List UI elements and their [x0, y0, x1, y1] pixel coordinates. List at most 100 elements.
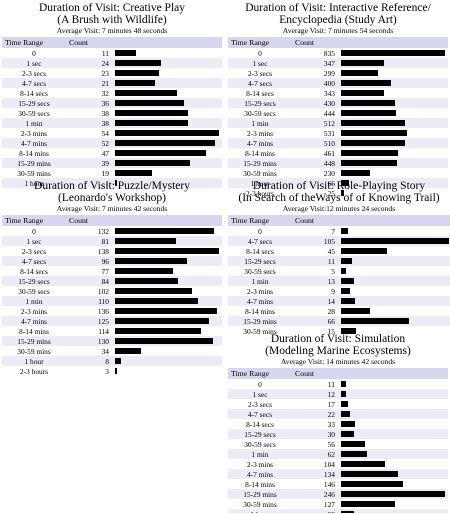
bar-cell — [112, 108, 222, 118]
count-value: 510 — [292, 138, 338, 148]
count-value: 127 — [323, 499, 335, 509]
time-range-label: 8-14 secs — [20, 88, 48, 98]
table-row: 1 hour 8 — [2, 356, 222, 366]
time-range-label: 2-3 secs — [21, 68, 46, 78]
time-range-label: 15-29 secs — [2, 98, 66, 108]
bar — [341, 50, 445, 56]
bar-cell — [338, 439, 448, 449]
bar-cell — [338, 379, 448, 389]
count-value: 11 — [101, 48, 109, 58]
bar — [115, 328, 201, 334]
bar — [341, 431, 354, 437]
bar-cell — [112, 128, 222, 138]
count-value: 9 — [331, 286, 335, 296]
count-value: 56 — [327, 439, 335, 449]
distribution-table: Time Range Count 0 132 1 sec 81 2-3 secs 138 4… — [2, 215, 222, 376]
bar-cell — [112, 98, 222, 108]
bar — [341, 461, 385, 467]
bar — [115, 140, 215, 146]
bar-cell — [112, 316, 222, 326]
count-value: 66 — [292, 178, 338, 188]
count-value: 84 — [66, 276, 112, 286]
time-range-label: 0 — [32, 226, 36, 236]
time-range-label: 15-29 secs — [228, 98, 292, 108]
bar-cell — [112, 78, 222, 88]
chart-subtitle: (Leonardo's Workshop) — [58, 192, 166, 204]
table-row: 1 min 38 — [2, 118, 222, 128]
table-row: 1 min 62 — [228, 449, 448, 459]
bar — [115, 160, 190, 166]
bar — [341, 278, 354, 284]
table-row: 1 sec 24 — [2, 58, 222, 68]
time-range-header: Time Range — [2, 215, 66, 226]
bar — [115, 268, 173, 274]
table-row: 1 hour 1 — [2, 178, 222, 188]
count-header: Count — [292, 368, 448, 379]
table-row: 2-3 mins 104 — [228, 459, 448, 469]
bar — [115, 80, 155, 86]
bar-cell — [338, 399, 448, 409]
bar — [341, 328, 356, 334]
count-value: 12 — [292, 389, 338, 399]
chart-subtitle: (In Search of theWays of of Knowing Trai… — [238, 192, 440, 204]
bar — [341, 170, 370, 176]
bar — [341, 451, 367, 457]
count-value: 444 — [323, 108, 335, 118]
table-row: 30-59 mins 15 — [228, 326, 450, 336]
time-range-label: 2-3 mins — [246, 286, 274, 296]
count-value: 25 — [327, 188, 335, 198]
table-row: 1 min 13 — [228, 276, 450, 286]
time-range-label: 4-7 secs — [2, 78, 66, 88]
time-range-label: 1 sec — [228, 58, 292, 68]
table-header: Time Range Count — [2, 215, 222, 226]
count-header: Count — [292, 37, 448, 48]
time-range-label: 2-3 secs — [247, 68, 272, 78]
table-row: 0 132 — [2, 226, 222, 236]
table-row: 2-3 hours 3 — [2, 366, 222, 376]
bar — [341, 90, 384, 96]
bar — [341, 441, 365, 447]
time-range-label: 2-3 secs — [21, 246, 46, 256]
count-value: 130 — [66, 336, 112, 346]
table-row: 4-7 mins 52 — [2, 138, 222, 148]
time-range-label: 30-59 mins — [243, 168, 277, 178]
table-row: 30-59 secs 5 — [228, 266, 450, 276]
table-row: 4-7 mins 14 — [228, 296, 450, 306]
chart-title: Duration of Visit: Role-Playing Story — [252, 180, 426, 192]
count-value: 32 — [101, 88, 109, 98]
count-value: 246 — [292, 489, 338, 499]
table-row: 1 sec 12 — [228, 389, 448, 399]
table-row: 2-3 secs 138 — [2, 246, 222, 256]
count-value: 77 — [101, 266, 109, 276]
count-value: 11 — [327, 379, 335, 389]
time-range-label: 0 — [32, 48, 36, 58]
bar — [341, 228, 348, 234]
count-value: 28 — [327, 306, 335, 316]
chart-subtitle: Encyclopedia (Study Art) — [279, 14, 397, 26]
count-value: 125 — [66, 316, 112, 326]
table-header: Time Range Count — [228, 215, 450, 226]
bar — [341, 288, 350, 294]
count-value: 23 — [101, 68, 109, 78]
table-row: 4-7 mins 134 — [228, 469, 448, 479]
bar-cell — [338, 449, 448, 459]
table-row: 15-29 secs 84 — [2, 276, 222, 286]
bar-cell — [338, 138, 448, 148]
table-row: 30-59 secs 38 — [2, 108, 222, 118]
bar-cell — [112, 48, 222, 58]
bar-cell — [338, 509, 448, 513]
count-value: 104 — [323, 459, 335, 469]
time-range-label: 15-29 mins — [228, 158, 292, 168]
table-row: 4-7 secs 105 — [228, 236, 450, 246]
count-header: Count — [66, 215, 222, 226]
table-row: 1 sec 81 — [2, 236, 222, 246]
bar — [341, 411, 350, 417]
time-range-label: 30-59 mins — [17, 346, 51, 356]
time-range-label: 4-7 secs — [228, 409, 292, 419]
bar — [341, 60, 384, 66]
count-value: 81 — [66, 236, 112, 246]
bar — [341, 130, 407, 136]
time-range-label: 2-3 mins — [20, 128, 48, 138]
table-row: 8-14 secs 343 — [228, 88, 448, 98]
bar — [341, 421, 355, 427]
